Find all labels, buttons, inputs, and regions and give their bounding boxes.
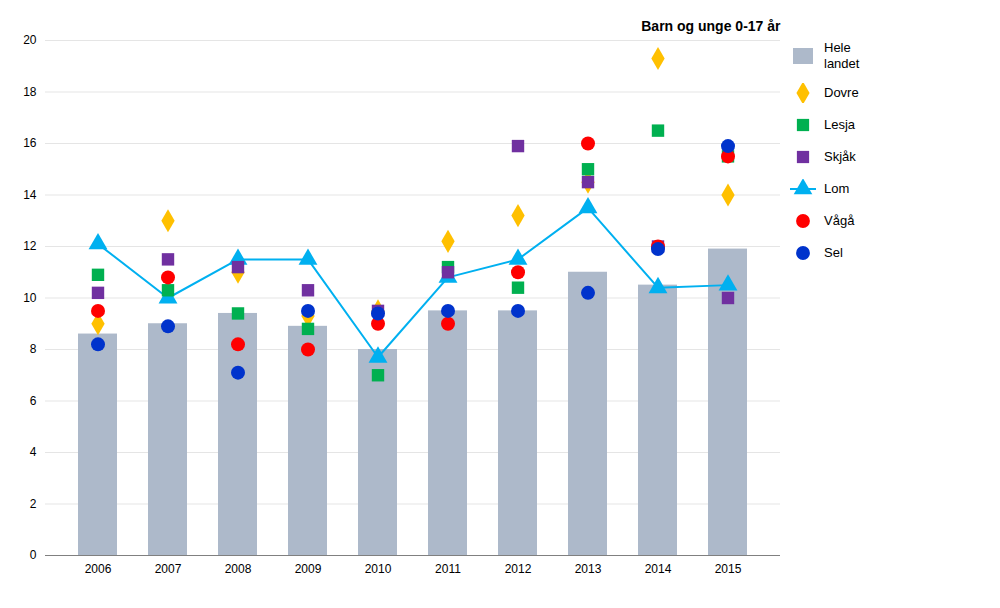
svg-text:8: 8 [30, 342, 37, 356]
svg-text:0: 0 [30, 548, 37, 562]
html-text:Lesja: Lesja [824, 117, 856, 133]
svg-text:2007: 2007 [155, 562, 182, 576]
svg-text:2010: 2010 [365, 562, 392, 576]
svg-text:2011: 2011 [435, 562, 461, 576]
svg-text:Barn og unge 0-17 år: Barn og unge 0-17 år [641, 18, 781, 34]
svg-text:14: 14 [23, 188, 37, 202]
svg-text:2014: 2014 [645, 562, 672, 576]
svg-text:10: 10 [23, 291, 37, 305]
svg-text:18: 18 [23, 85, 37, 99]
html-text:Vågå: Vågå [824, 213, 855, 229]
svg-text:2012: 2012 [505, 562, 532, 576]
svg-text:6: 6 [30, 394, 37, 408]
svg-text:2008: 2008 [225, 562, 252, 576]
html-text:Lom: Lom [824, 181, 850, 197]
svg-text:2: 2 [30, 497, 37, 511]
svg-text:12: 12 [23, 239, 37, 253]
html-text:Skjåk: Skjåk [824, 149, 856, 165]
svg-text:16: 16 [23, 136, 37, 150]
svg-text:2015: 2015 [715, 562, 742, 576]
svg-text:4: 4 [30, 445, 37, 459]
svg-text:2009: 2009 [295, 562, 322, 576]
html-text:Sel: Sel [824, 245, 843, 261]
svg-text:2013: 2013 [575, 562, 602, 576]
html-text:Hele landet: Hele landet [824, 40, 860, 71]
svg-text:2006: 2006 [85, 562, 112, 576]
svg-text:20: 20 [23, 33, 37, 47]
html-text:Dovre: Dovre [824, 85, 859, 101]
